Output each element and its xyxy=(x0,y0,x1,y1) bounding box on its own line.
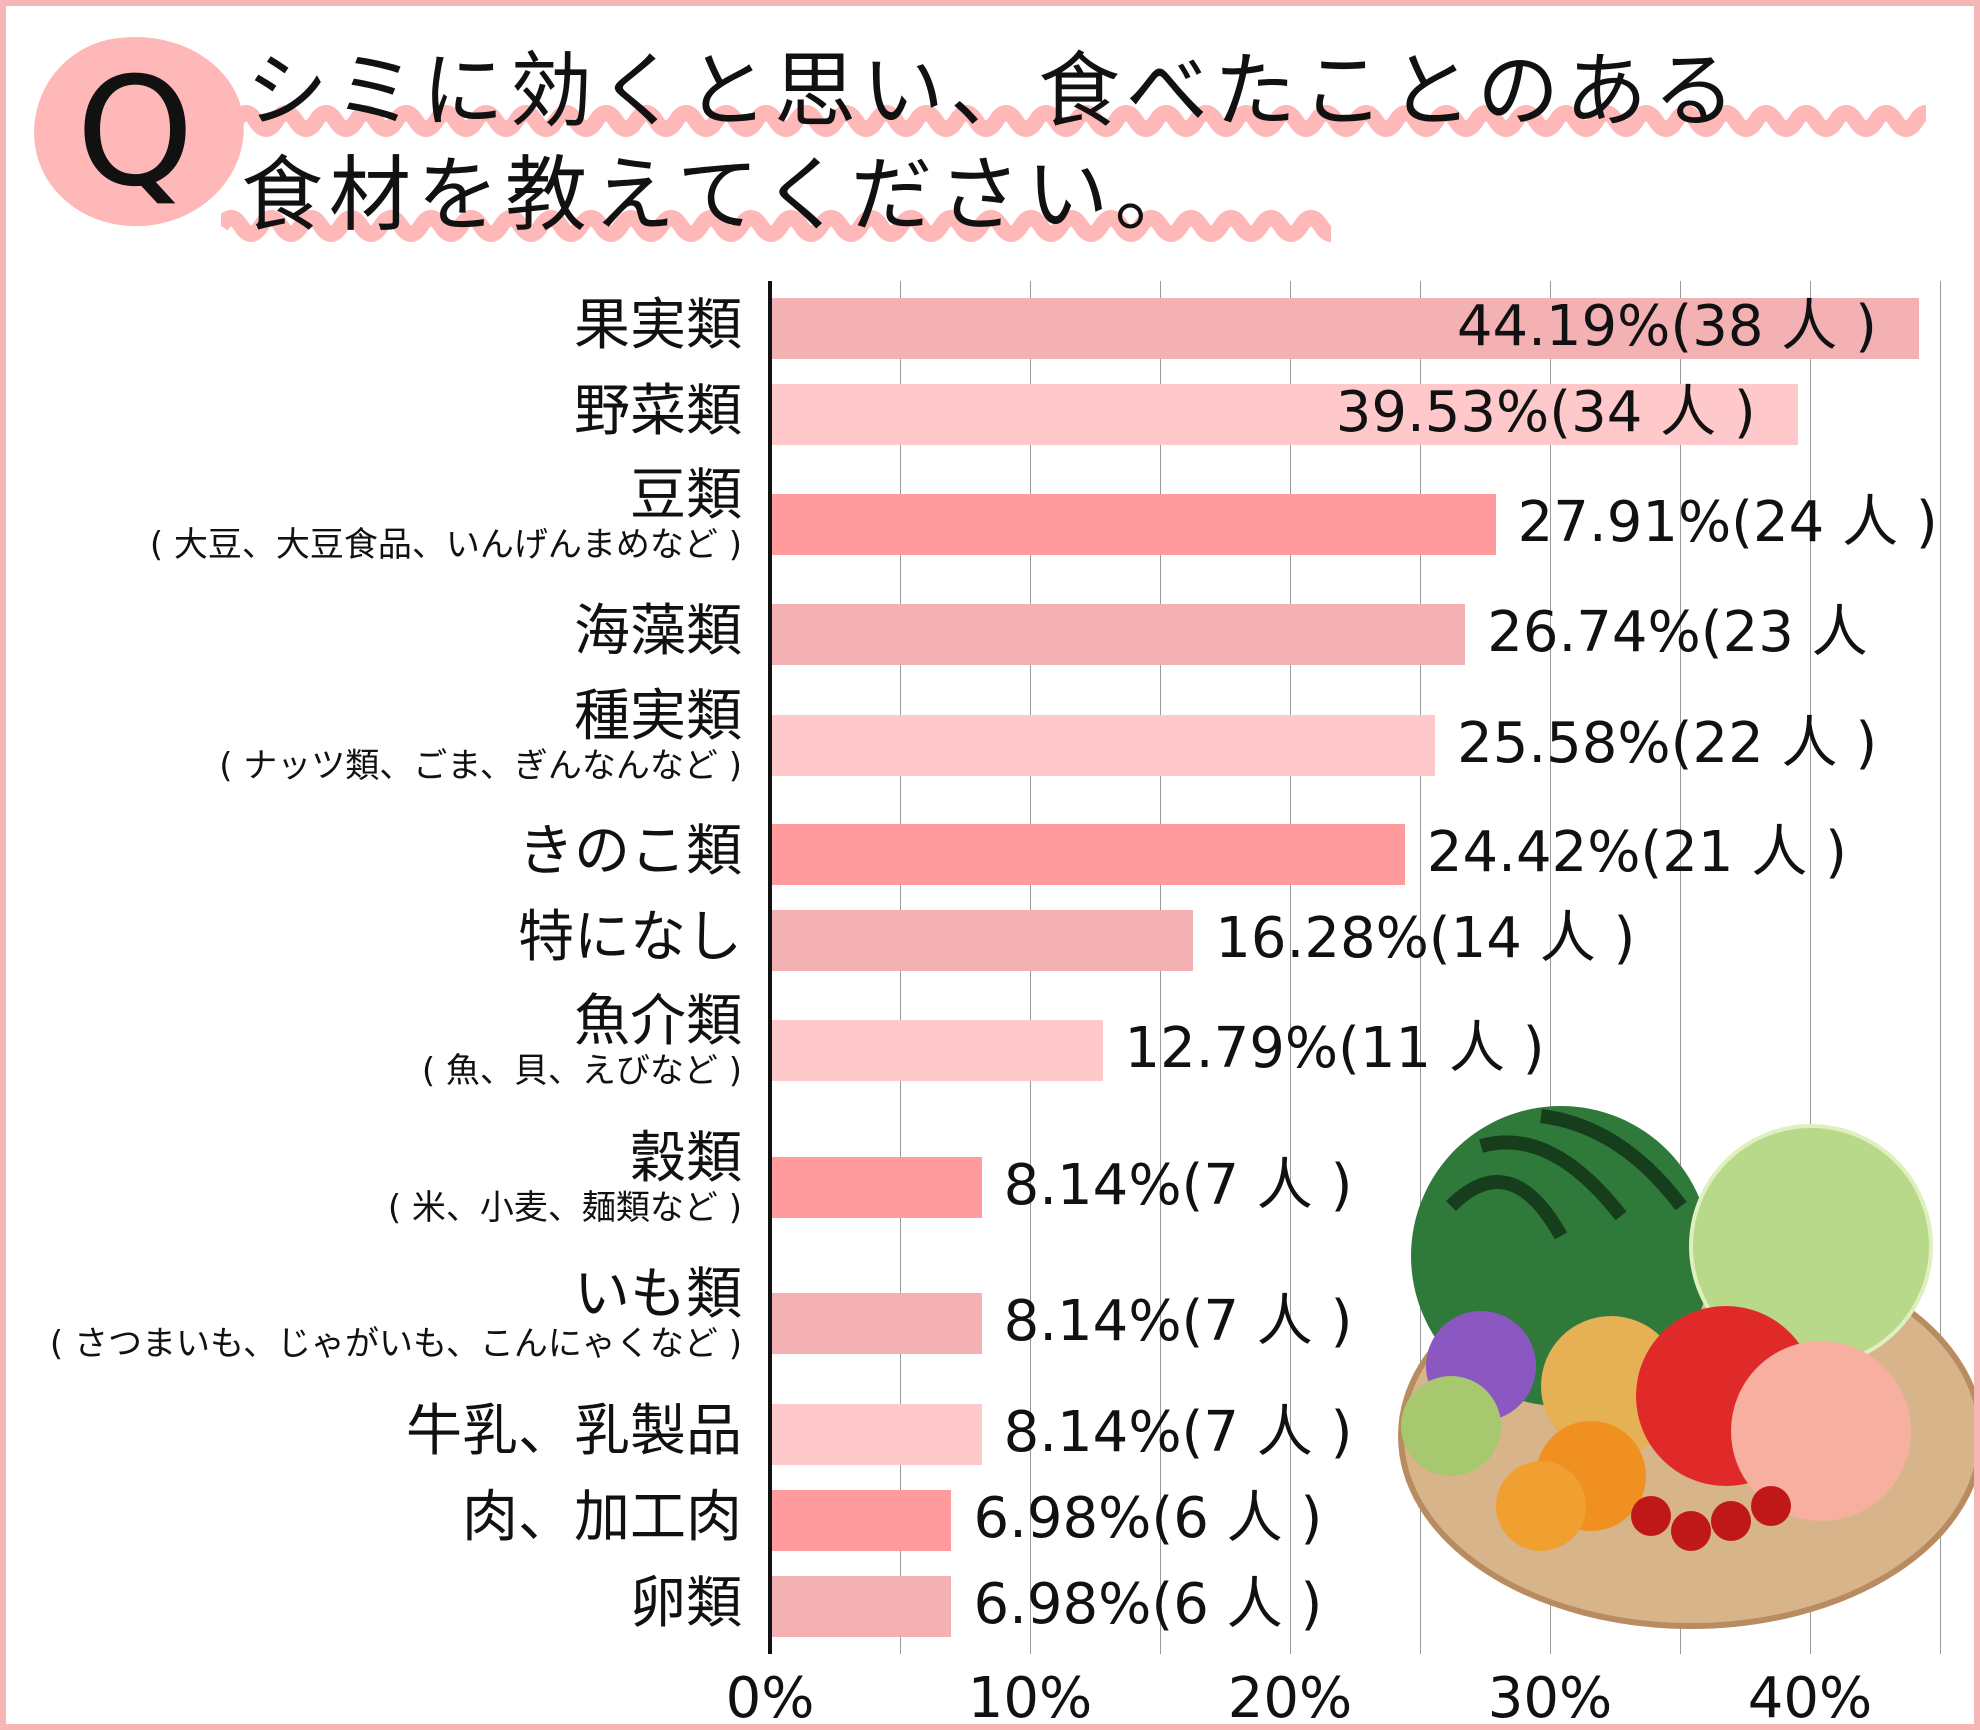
category-name: 卵類 xyxy=(630,1571,742,1636)
category-name: 野菜類 xyxy=(574,379,742,444)
data-label: 24.42%(21 人 ) xyxy=(1426,820,1847,885)
category-name: 穀類 xyxy=(630,1126,742,1191)
category-label: いも類( さつまいも、じゃがいも、こんにゃくなど ) xyxy=(49,1262,742,1364)
category-label: 海藻類 xyxy=(574,602,742,662)
bar xyxy=(770,384,1798,445)
bar xyxy=(770,1020,1103,1081)
gridline xyxy=(1290,281,1291,1654)
bar xyxy=(770,910,1194,971)
bar xyxy=(770,1157,982,1218)
category-label: 果実類 xyxy=(574,296,742,356)
bar xyxy=(770,1293,982,1354)
category-label: 卵類 xyxy=(630,1574,742,1634)
category-label: 野菜類 xyxy=(574,382,742,442)
bar xyxy=(770,1576,952,1637)
gridline xyxy=(1680,281,1681,1654)
category-note: ( 大豆、大豆食品、いんげんまめなど ) xyxy=(149,525,742,565)
category-note: ( さつまいも、じゃがいも、こんにゃくなど ) xyxy=(49,1324,742,1364)
title-line-2: 食材を教えてください。 xyxy=(241,148,1203,243)
category-note: ( 魚、貝、えびなど ) xyxy=(421,1051,742,1091)
category-name: 魚介類 xyxy=(574,989,742,1054)
x-tick-label: 40% xyxy=(1747,1666,1873,1730)
category-label: 肉、加工肉 xyxy=(462,1488,742,1548)
gridline xyxy=(1810,281,1811,1654)
category-name: 種実類 xyxy=(574,684,742,749)
fruit-basket-illustration xyxy=(1398,1106,1974,1629)
category-name: 特になし xyxy=(518,905,742,970)
bar xyxy=(770,494,1496,555)
data-label: 8.14%(7 人 ) xyxy=(1003,1289,1353,1354)
data-label: 39.53%(34 人 ) xyxy=(1335,380,1756,445)
title-underline-2 xyxy=(221,210,1331,242)
category-label: 種実類( ナッツ類、ごま、ぎんなんなど ) xyxy=(219,684,742,786)
category-name: きのこ類 xyxy=(518,819,742,884)
category-note: ( 米、小麦、麺類など ) xyxy=(387,1188,742,1228)
x-tick-label: 0% xyxy=(725,1666,815,1730)
category-name: いも類 xyxy=(574,1262,742,1327)
bar xyxy=(770,715,1436,776)
data-label: 6.98%(6 人 ) xyxy=(973,1572,1323,1637)
category-label: 牛乳、乳製品 xyxy=(406,1402,742,1462)
title-line-1: シミに効くと思い、食べたことのある xyxy=(246,44,1742,139)
gridline xyxy=(1550,281,1551,1654)
category-name: 果実類 xyxy=(574,293,742,358)
data-label: 25.58%(22 人 ) xyxy=(1457,711,1878,776)
category-label: 穀類( 米、小麦、麺類など ) xyxy=(387,1126,742,1228)
data-label: 6.98%(6 人 ) xyxy=(973,1486,1323,1551)
bar xyxy=(770,824,1405,885)
bar xyxy=(770,604,1466,665)
y-axis-line xyxy=(768,281,772,1654)
data-label: 16.28%(14 人 ) xyxy=(1215,906,1636,971)
category-label: 魚介類( 魚、貝、えびなど ) xyxy=(421,989,742,1091)
category-note: ( ナッツ類、ごま、ぎんなんなど ) xyxy=(219,746,742,786)
data-label: 8.14%(7 人 ) xyxy=(1003,1153,1353,1218)
category-name: 豆類 xyxy=(630,463,742,528)
category-label: きのこ類 xyxy=(518,822,742,882)
category-label: 豆類( 大豆、大豆食品、いんげんまめなど ) xyxy=(149,463,742,565)
category-name: 肉、加工肉 xyxy=(462,1485,742,1550)
bar xyxy=(770,298,1919,359)
gridline xyxy=(1940,281,1941,1654)
x-tick-label: 20% xyxy=(1227,1666,1353,1730)
q-letter: Q xyxy=(76,46,195,220)
bar xyxy=(770,1404,982,1465)
data-label: 27.91%(24 人 ) xyxy=(1517,490,1938,555)
bar xyxy=(770,1490,952,1551)
category-name: 牛乳、乳製品 xyxy=(406,1399,742,1464)
x-tick-label: 30% xyxy=(1487,1666,1613,1730)
category-name: 海藻類 xyxy=(574,599,742,664)
data-label: 8.14%(7 人 ) xyxy=(1003,1400,1353,1465)
x-tick-label: 10% xyxy=(967,1666,1093,1730)
category-label: 特になし xyxy=(518,908,742,968)
data-label: 12.79%(11 人 ) xyxy=(1124,1016,1545,1081)
gridline xyxy=(1420,281,1421,1654)
data-label: 44.19%(38 人 ) xyxy=(1456,294,1877,359)
data-label: 26.74%(23 人 xyxy=(1487,600,1868,665)
title-underline-1 xyxy=(236,105,1926,137)
